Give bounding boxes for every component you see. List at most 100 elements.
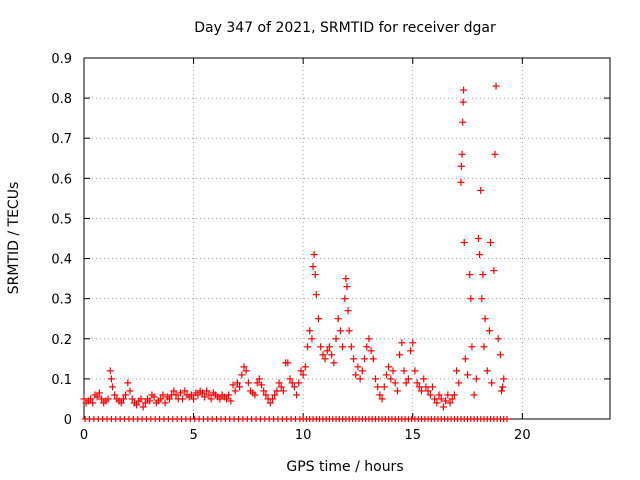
data-point: [442, 397, 450, 405]
data-point: [461, 355, 469, 363]
data-point: [459, 118, 467, 126]
data-point: [273, 387, 281, 395]
data-point: [315, 315, 323, 323]
data-point: [128, 395, 136, 403]
data-point: [231, 387, 239, 395]
data-point: [146, 397, 154, 405]
y-tick-label: 0.2: [51, 333, 72, 348]
data-point: [494, 335, 502, 343]
data-point: [205, 391, 213, 399]
data-point: [190, 395, 198, 403]
data-point: [476, 251, 484, 259]
data-point: [426, 391, 434, 399]
data-point: [238, 371, 246, 379]
data-point: [367, 347, 375, 355]
data-point: [468, 343, 476, 351]
data-point: [126, 387, 134, 395]
data-point: [321, 355, 329, 363]
data-point: [253, 379, 261, 387]
data-point: [460, 239, 468, 247]
data-point: [262, 391, 270, 399]
data-point: [236, 383, 244, 391]
data-point: [488, 379, 496, 387]
data-point: [422, 383, 430, 391]
data-point: [458, 150, 466, 158]
data-point: [201, 393, 209, 401]
data-point: [492, 82, 500, 90]
data-point: [122, 391, 130, 399]
data-point: [150, 393, 158, 401]
data-point: [286, 375, 294, 383]
data-point: [229, 381, 237, 389]
data-point: [323, 347, 331, 355]
data-point: [391, 379, 399, 387]
data-point: [365, 335, 373, 343]
data-point: [179, 395, 187, 403]
data-point: [80, 395, 88, 403]
data-point: [380, 383, 388, 391]
data-point: [480, 343, 488, 351]
data-point: [279, 387, 287, 395]
data-point: [343, 283, 351, 291]
data-point: [304, 343, 312, 351]
data-point: [361, 355, 369, 363]
data-point: [176, 389, 184, 397]
data-point: [374, 383, 382, 391]
x-tick-label: 10: [295, 428, 312, 443]
data-point: [312, 291, 320, 299]
data-point: [453, 367, 461, 375]
data-point: [301, 363, 309, 371]
data-point: [311, 271, 319, 279]
data-point: [435, 391, 443, 399]
data-point: [172, 391, 180, 399]
data-point: [108, 383, 116, 391]
data-point: [157, 395, 165, 403]
data-point: [459, 98, 467, 106]
data-point: [439, 403, 447, 411]
data-point: [107, 375, 115, 383]
data-point: [198, 389, 206, 397]
data-point: [478, 295, 486, 303]
data-point: [309, 263, 317, 271]
data-point: [98, 395, 106, 403]
y-tick-label: 0.9: [51, 52, 72, 67]
data-point: [161, 399, 169, 407]
data-point: [350, 355, 358, 363]
chart-title: Day 347 of 2021, SRMTID for receiver dga…: [194, 20, 496, 36]
data-point: [119, 395, 127, 403]
data-point: [308, 335, 316, 343]
data-point: [117, 399, 125, 407]
data-point: [413, 379, 421, 387]
data-point: [339, 343, 347, 351]
data-point: [481, 315, 489, 323]
data-point: [466, 271, 474, 279]
data-point: [470, 391, 478, 399]
data-point: [293, 391, 301, 399]
data-point: [455, 379, 463, 387]
axis-ticks: 0 5 10 15 20 0 0.1 0.2 0.3 0.4 0.5 0.6 0.7 0.8 0.9: [51, 52, 610, 443]
data-point: [393, 387, 401, 395]
data-point: [496, 351, 504, 359]
data-point: [404, 375, 412, 383]
y-axis-label: SRMTID / TECUs: [6, 182, 22, 295]
data-point: [240, 363, 248, 371]
data-point: [95, 389, 103, 397]
data-point: [491, 150, 499, 158]
data-point: [268, 395, 276, 403]
data-point: [277, 383, 285, 391]
y-tick-label: 0.6: [51, 172, 72, 187]
data-point: [499, 383, 507, 391]
data-point: [415, 383, 423, 391]
data-point: [398, 339, 406, 347]
data-point: [271, 391, 279, 399]
data-point: [446, 399, 454, 407]
data-point: [352, 371, 360, 379]
data-point: [385, 363, 393, 371]
data-point: [428, 383, 436, 391]
data-point: [475, 235, 482, 242]
data-point: [342, 275, 350, 283]
data-point: [396, 351, 404, 359]
data-point: [457, 178, 465, 186]
data-point: [347, 343, 355, 351]
